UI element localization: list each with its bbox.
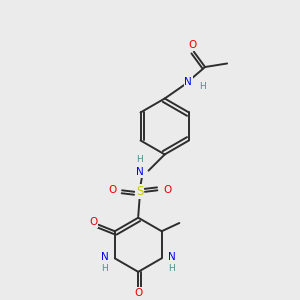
Text: O: O: [108, 185, 116, 195]
Text: S: S: [136, 185, 143, 198]
Text: N: N: [136, 167, 144, 177]
Text: H: H: [169, 264, 176, 273]
Text: H: H: [101, 264, 108, 273]
Text: O: O: [89, 217, 98, 227]
Text: N: N: [168, 252, 176, 262]
Text: O: O: [188, 40, 196, 50]
Text: O: O: [134, 288, 142, 298]
Text: H: H: [136, 155, 143, 164]
Text: H: H: [199, 82, 206, 91]
Text: N: N: [100, 252, 108, 262]
Text: N: N: [184, 77, 192, 87]
Text: O: O: [163, 185, 171, 195]
